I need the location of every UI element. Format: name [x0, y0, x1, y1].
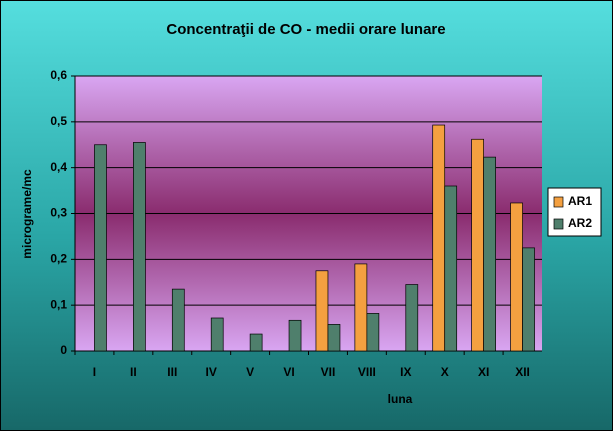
- x-tick-label: VII: [321, 365, 336, 379]
- bar: [354, 263, 368, 352]
- bar: [432, 124, 446, 352]
- x-tick-label: III: [167, 365, 177, 379]
- y-tick-label: 0: [60, 343, 67, 357]
- x-tick-label: V: [246, 365, 254, 379]
- legend-label: AR2: [568, 216, 592, 230]
- bar: [405, 284, 419, 352]
- y-tick-label: 0,3: [50, 206, 67, 220]
- y-tick-label: 0,2: [50, 252, 67, 266]
- bar: [249, 333, 263, 352]
- x-tick-label: VIII: [358, 365, 376, 379]
- x-tick-label: IX: [400, 365, 411, 379]
- bar: [483, 156, 496, 352]
- x-axis-label: luna: [388, 392, 413, 406]
- bar: [94, 144, 107, 352]
- y-tick-label: 0,4: [50, 160, 67, 174]
- x-tick-label: II: [130, 365, 137, 379]
- x-tick-label: XII: [515, 365, 530, 379]
- x-tick-label: X: [441, 365, 449, 379]
- bar: [522, 247, 535, 352]
- y-tick-label: 0,1: [50, 297, 67, 311]
- x-tick-label: IV: [206, 365, 217, 379]
- bar: [327, 324, 341, 352]
- bar: [210, 317, 224, 352]
- bar: [133, 142, 146, 352]
- bar: [510, 202, 523, 352]
- legend-swatch: [553, 218, 564, 230]
- y-tick-label: 0,6: [50, 68, 67, 82]
- legend-swatch: [553, 196, 564, 208]
- x-tick-label: XI: [478, 365, 489, 379]
- bar: [315, 270, 329, 352]
- y-axis-label: micrograme/mc: [20, 169, 34, 259]
- x-tick-label: I: [93, 365, 96, 379]
- legend-label: AR1: [568, 194, 592, 208]
- bar: [444, 185, 458, 352]
- y-tick-label: 0,5: [50, 114, 67, 128]
- bar: [471, 138, 484, 352]
- bar: [366, 313, 380, 352]
- bar: [288, 319, 302, 352]
- bar: [171, 288, 185, 352]
- x-tick-label: VI: [283, 365, 294, 379]
- chart-title: Concentraţii de CO - medii orare lunare: [166, 21, 445, 38]
